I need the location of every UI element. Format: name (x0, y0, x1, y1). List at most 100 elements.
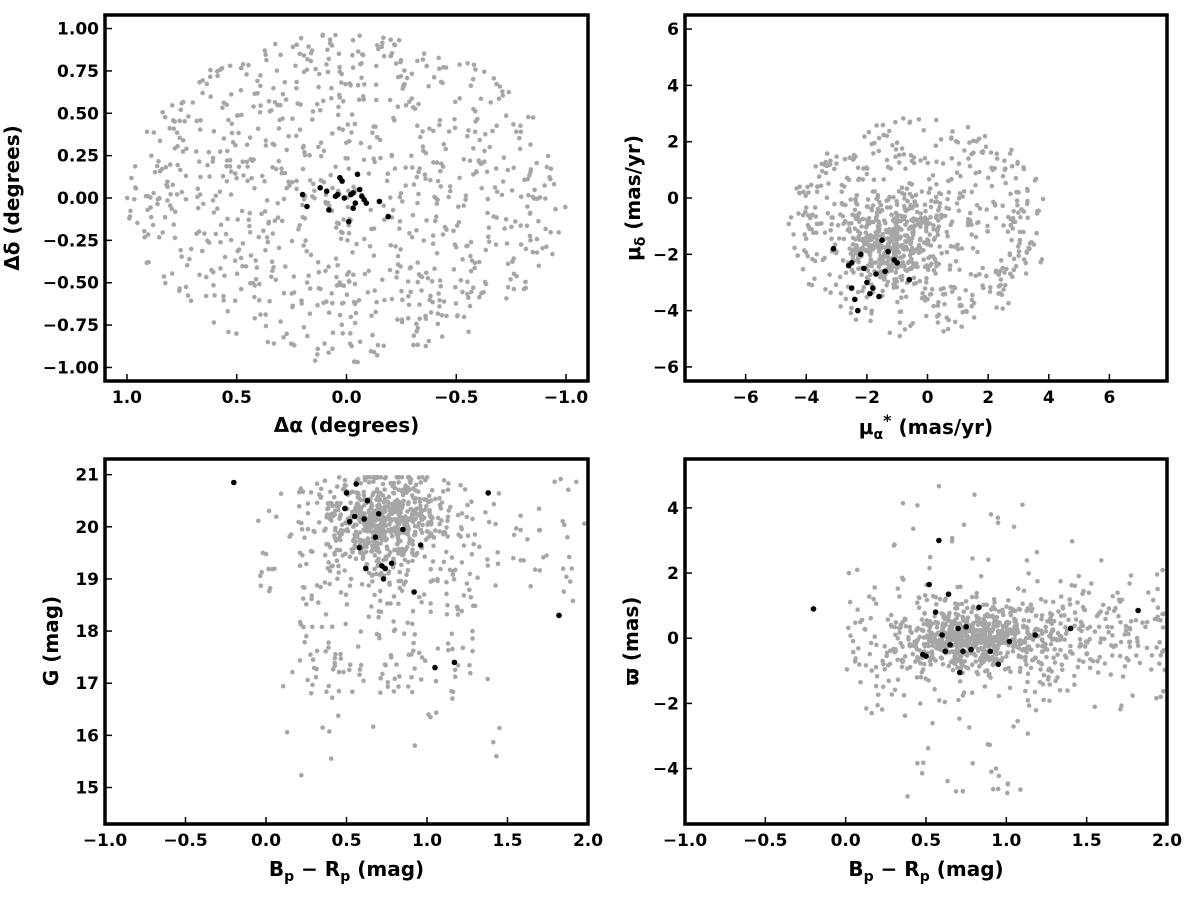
pm-field-star-point (894, 199, 899, 204)
pm-field-star-point (935, 226, 941, 231)
cmd-field-star-point (263, 551, 269, 557)
sky-field-star-point (304, 67, 310, 73)
plx-field-star-point (942, 699, 948, 705)
cmd-field-star-point (444, 525, 449, 530)
pm-field-star-point (860, 177, 866, 182)
cmd-field-star-point (467, 571, 473, 577)
plx-field-star-point (915, 600, 920, 605)
sky-field-star-point (221, 298, 226, 303)
sky-field-star-point (325, 47, 330, 53)
plx-field-star-point (992, 622, 997, 628)
pm-field-star-point (973, 273, 979, 279)
sky-member-star-point (356, 186, 363, 193)
cmd-x-tick-label: −1.0 (83, 831, 128, 851)
plx-field-star-point (941, 642, 946, 648)
pm-field-star-point (988, 150, 994, 155)
cmd-field-star-point (385, 680, 391, 685)
plx-field-star-point (961, 615, 966, 620)
pm-field-star-point (891, 216, 897, 222)
sky-field-star-point (241, 173, 246, 178)
sky-field-star-point (295, 101, 301, 106)
sky-y-tick-label: 1.00 (57, 20, 99, 40)
cmd-plot-frame (103, 457, 590, 826)
cmd-field-star-point (485, 557, 490, 562)
sky-field-star-point (484, 169, 490, 175)
plx-field-star-point (1080, 659, 1086, 665)
pm-field-star-point (973, 170, 978, 176)
pm-field-star-point (838, 304, 843, 309)
sky-field-star-point (407, 231, 412, 236)
pm-field-star-point (1014, 198, 1020, 203)
plx-field-star-point (1011, 642, 1016, 648)
sky-field-star-point (490, 128, 495, 134)
plx-field-star-point (1038, 597, 1044, 602)
sky-field-star-point (290, 179, 295, 185)
cmd-field-star-point (336, 563, 341, 569)
sky-field-star-point (253, 277, 259, 282)
cmd-field-star-point (458, 482, 463, 488)
plx-field-star-point (945, 778, 950, 784)
cmd-field-star-point (413, 482, 419, 488)
pm-field-star-point (1016, 190, 1021, 195)
sky-field-star-point (504, 241, 510, 246)
pm-field-star-point (923, 228, 929, 234)
plx-field-star-point (1049, 620, 1054, 625)
pm-field-star-point (894, 284, 900, 290)
cmd-field-star-point (325, 506, 330, 512)
pm-field-star-point (905, 198, 910, 204)
cmd-field-star-point (309, 593, 315, 598)
plx-field-star-point (1066, 617, 1071, 622)
sky-field-star-point (180, 149, 186, 154)
sky-y-tick-label: −0.25 (43, 231, 99, 251)
sky-field-star-point (438, 79, 444, 85)
sky-field-star-point (329, 96, 334, 101)
sky-field-star-point (211, 210, 217, 215)
sky-field-star-point (491, 76, 497, 81)
sky-field-star-point (179, 189, 185, 195)
pm-field-star-point (929, 286, 935, 292)
pm-field-star-point (852, 207, 858, 213)
sky-field-star-point (545, 153, 551, 159)
plx-field-star-point (984, 668, 990, 673)
sky-field-star-point (527, 173, 532, 178)
sky-field-star-point (497, 84, 503, 89)
sky-field-star-point (149, 153, 154, 159)
pm-field-star-point (1018, 215, 1023, 220)
sky-field-star-point (518, 123, 523, 129)
plx-field-star-point (954, 615, 959, 621)
pm-field-star-point (871, 151, 876, 156)
cmd-x-tick-label: 0.0 (251, 831, 281, 851)
pm-field-star-point (923, 222, 929, 227)
pm-field-star-point (913, 247, 918, 253)
pm-field-star-point (868, 272, 873, 278)
plx-field-star-point (1155, 617, 1161, 622)
pm-field-star-point (976, 220, 981, 225)
cmd-field-star-point (394, 497, 400, 503)
plx-x-label-b: B (848, 857, 863, 881)
cmd-field-star-point (358, 497, 364, 503)
sky-field-star-point (518, 223, 523, 228)
plx-x-tick-label: −1.0 (663, 831, 708, 851)
plx-field-star-point (1010, 648, 1016, 654)
cmd-field-star-point (351, 545, 357, 551)
plx-field-star-point (1023, 688, 1028, 694)
sky-field-star-point (211, 283, 216, 288)
sky-field-star-point (263, 248, 268, 253)
cmd-field-star-point (373, 528, 379, 533)
pm-field-star-point (876, 148, 882, 154)
cmd-field-star-point (357, 530, 363, 535)
sky-field-star-point (207, 240, 212, 245)
pm-field-star-point (913, 217, 918, 222)
plx-field-star-point (981, 617, 986, 622)
pm-field-star-point (897, 320, 903, 326)
cmd-field-star-point (419, 530, 425, 536)
cmd-y-tick-label: 17 (75, 674, 99, 694)
cmd-field-star-point (417, 594, 422, 600)
pm-field-star-point (879, 271, 884, 277)
sky-member-star-point (341, 195, 348, 201)
pm-field-star-point (900, 288, 905, 294)
cmd-field-star-point (419, 600, 424, 605)
plx-field-star-point (891, 543, 897, 548)
cmd-member-star-point (363, 565, 369, 572)
sky-field-star-point (427, 126, 432, 131)
